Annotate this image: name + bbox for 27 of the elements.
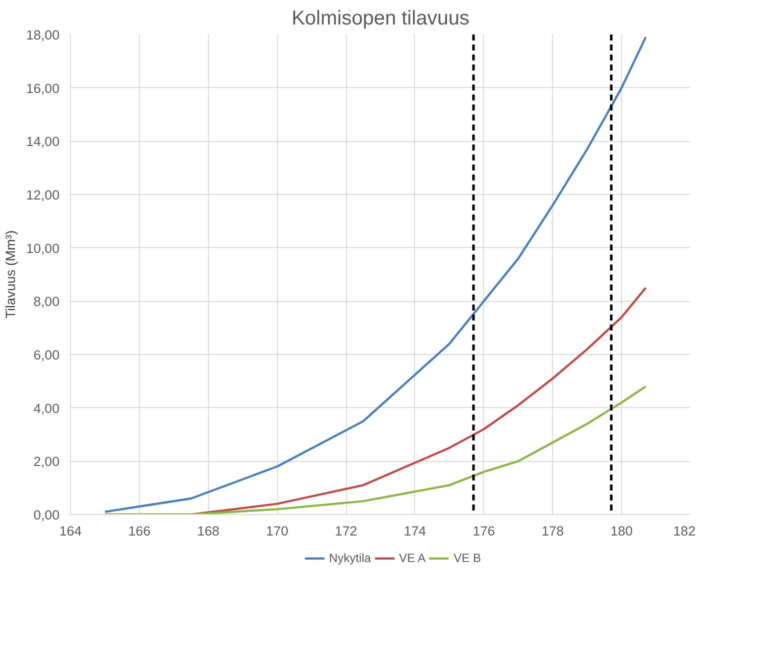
y-tick-label: 18,00 (26, 28, 60, 42)
x-tick-label: 168 (197, 524, 220, 538)
x-tick-label: 172 (334, 524, 358, 538)
y-tick-label: 14,00 (26, 134, 60, 150)
y-tick-label: 8,00 (34, 294, 60, 310)
x-tick-label: 182 (673, 524, 696, 538)
y-axis-title: Tilavuus (Mm³) (3, 230, 18, 319)
y-tick-label: 6,00 (34, 348, 60, 362)
y-tick-label: 16,00 (26, 80, 60, 96)
legend-label: Nykytila (328, 551, 371, 565)
legend-label: VE A (398, 551, 426, 565)
x-tick-label: 166 (128, 524, 151, 538)
line-series (104, 385, 647, 514)
y-tick-label: 12,00 (26, 188, 60, 202)
x-tick-label: 164 (59, 524, 82, 538)
y-tick-label: 0,00 (34, 508, 60, 522)
x-tick-label: 180 (610, 524, 633, 538)
x-tick-label: 176 (472, 524, 495, 538)
legend-label: VE B (454, 551, 482, 565)
line-series (104, 36, 647, 513)
y-tick-label: 2,00 (34, 454, 60, 470)
y-tick-label: 10,00 (26, 240, 60, 256)
chart-title: Kolmisopen tilavuus (292, 8, 470, 30)
x-tick-label: 170 (266, 524, 288, 538)
x-tick-label: 174 (404, 524, 427, 538)
x-tick-label: 178 (542, 524, 564, 538)
y-tick-label: 4,00 (34, 400, 60, 416)
